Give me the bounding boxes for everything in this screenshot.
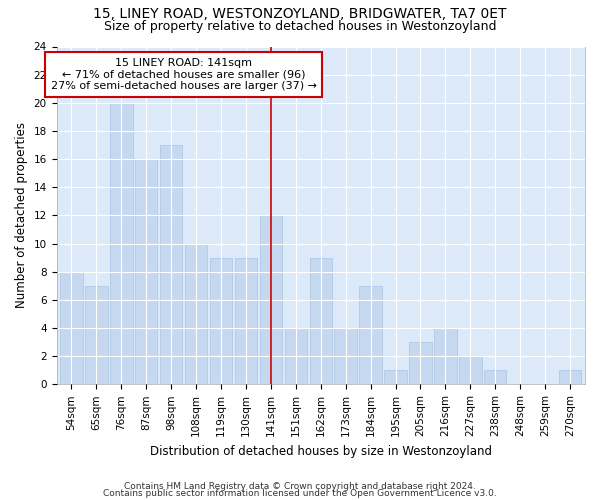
Bar: [260, 216, 282, 384]
Bar: [210, 258, 232, 384]
Bar: [185, 244, 208, 384]
Text: Size of property relative to detached houses in Westonzoyland: Size of property relative to detached ho…: [104, 20, 496, 33]
Y-axis label: Number of detached properties: Number of detached properties: [15, 122, 28, 308]
Bar: [110, 103, 133, 384]
Text: Contains public sector information licensed under the Open Government Licence v3: Contains public sector information licen…: [103, 490, 497, 498]
Bar: [284, 328, 307, 384]
Bar: [409, 342, 431, 384]
Bar: [434, 328, 457, 384]
Text: 15, LINEY ROAD, WESTONZOYLAND, BRIDGWATER, TA7 0ET: 15, LINEY ROAD, WESTONZOYLAND, BRIDGWATE…: [93, 8, 507, 22]
Text: 15 LINEY ROAD: 141sqm
← 71% of detached houses are smaller (96)
27% of semi-deta: 15 LINEY ROAD: 141sqm ← 71% of detached …: [50, 58, 317, 91]
Text: Contains HM Land Registry data © Crown copyright and database right 2024.: Contains HM Land Registry data © Crown c…: [124, 482, 476, 491]
Bar: [235, 258, 257, 384]
Bar: [160, 145, 182, 384]
Bar: [310, 258, 332, 384]
Bar: [135, 159, 157, 384]
Bar: [60, 272, 83, 384]
Bar: [334, 328, 357, 384]
Bar: [385, 370, 407, 384]
Bar: [459, 356, 482, 384]
Bar: [359, 286, 382, 384]
Bar: [559, 370, 581, 384]
Bar: [85, 286, 107, 384]
X-axis label: Distribution of detached houses by size in Westonzoyland: Distribution of detached houses by size …: [150, 444, 492, 458]
Bar: [484, 370, 506, 384]
